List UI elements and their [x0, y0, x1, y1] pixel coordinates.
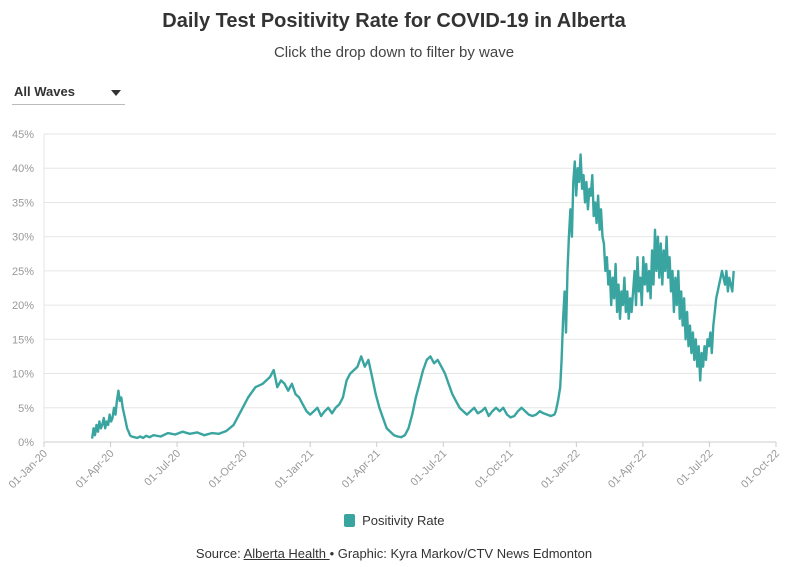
chart-legend: Positivity Rate: [0, 513, 788, 528]
wave-filter-dropdown[interactable]: All Waves: [12, 80, 125, 105]
x-tick-label: 01-Jan-21: [273, 448, 317, 492]
y-tick-label: 35%: [12, 197, 34, 209]
chart-title: Daily Test Positivity Rate for COVID-19 …: [162, 10, 626, 32]
y-axis-ticks: 0% 5% 10% 15% 20% 25% 30% 35% 40% 45%: [12, 129, 34, 449]
x-tick-label: 01-Jul-22: [675, 448, 716, 489]
x-tick-label: 01-Apr-22: [606, 448, 649, 491]
y-tick-label: 20%: [12, 300, 34, 312]
source-line: Source: Alberta Health • Graphic: Kyra M…: [0, 546, 788, 561]
y-tick-label: 5%: [18, 403, 34, 415]
chart-subtitle: Click the drop down to filter by wave: [273, 44, 515, 61]
x-axis-ticks: 01-Jan-20 01-Apr-20 01-Jul-20 01-Oct-20 01-J…: [7, 442, 782, 492]
legend-label: Positivity Rate: [362, 513, 445, 528]
x-tick-label: 01-Oct-22: [739, 448, 782, 491]
x-tick-label: 01-Jul-20: [142, 448, 183, 489]
y-tick-label: 10%: [12, 369, 34, 381]
wave-filter-selected: All Waves: [14, 84, 75, 99]
chart-grid: [43, 133, 776, 443]
x-tick-label: 01-Oct-21: [473, 448, 516, 491]
y-tick-label: 45%: [12, 129, 34, 141]
x-tick-label: 01-Jan-22: [539, 448, 583, 492]
y-tick-label: 40%: [12, 163, 34, 175]
line-chart: 0%5%10%15%20%25%30%35%40%45% 01-Jan-20 01…: [7, 129, 783, 492]
series-layer: [90, 153, 735, 440]
x-tick-label: 01-Oct-20: [207, 448, 250, 491]
x-tick-label: 01-Jul-21: [408, 448, 449, 489]
series-line-positivity-rate[interactable]: [90, 153, 735, 440]
y-tick-label: 15%: [12, 334, 34, 346]
source-credit: • Graphic: Kyra Markov/CTV News Edmonton: [329, 546, 593, 561]
y-tick-label: 25%: [12, 266, 34, 278]
x-tick-label: 01-Jan-20: [7, 448, 51, 492]
y-tick-label: 0%: [18, 437, 34, 449]
y-tick-label: 30%: [12, 232, 34, 244]
chevron-down-icon: [111, 90, 121, 96]
source-prefix: Source:: [195, 546, 244, 561]
source-link[interactable]: Alberta Health: [243, 546, 330, 561]
x-tick-label: 01-Apr-20: [74, 448, 117, 491]
legend-swatch: [343, 514, 355, 527]
x-tick-label: 01-Apr-21: [340, 448, 383, 491]
